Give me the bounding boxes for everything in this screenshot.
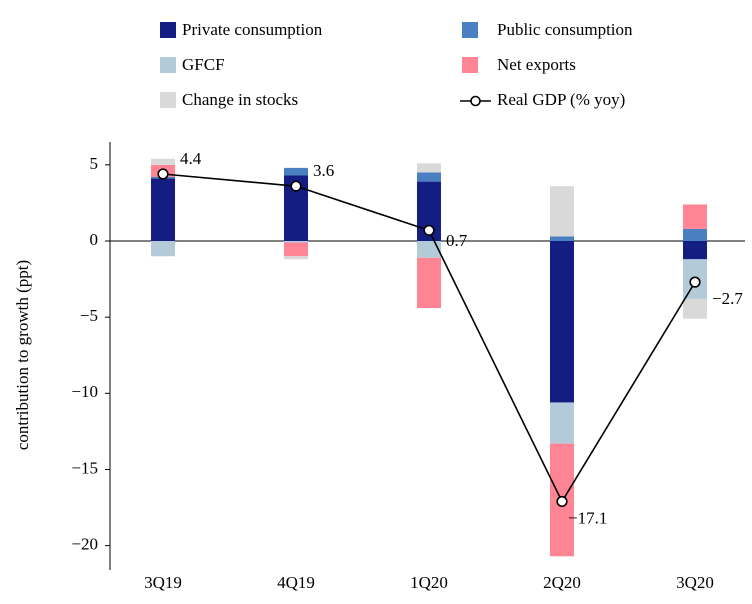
gdp-point <box>689 276 701 288</box>
data-label: −17.1 <box>568 508 607 527</box>
bar-segment <box>417 241 441 258</box>
data-label: −2.7 <box>712 289 743 308</box>
y-tick-label: −10 <box>71 382 98 401</box>
legend-label: Net exports <box>497 55 576 74</box>
bar-segment <box>550 186 574 237</box>
gdp-point <box>423 224 435 236</box>
y-tick-label: 0 <box>90 230 99 249</box>
bar-segment <box>151 178 175 242</box>
y-tick-label: −20 <box>71 535 98 554</box>
bar-segment <box>284 167 308 176</box>
bar-segment <box>151 158 175 165</box>
bar-segment <box>284 256 308 260</box>
bar-segment <box>284 242 308 257</box>
legend-swatch <box>462 22 478 38</box>
data-label: 0.7 <box>446 231 468 250</box>
data-label: 4.4 <box>180 149 202 168</box>
y-tick-label: −5 <box>80 306 98 325</box>
bar-segment <box>550 241 574 403</box>
bar-segment <box>550 236 574 242</box>
legend-label: GFCF <box>182 55 225 74</box>
bar-segment <box>683 241 707 260</box>
y-tick-label: 5 <box>90 154 99 173</box>
x-tick-label: 1Q20 <box>410 573 448 592</box>
legend-swatch <box>160 22 176 38</box>
legend-swatch <box>462 57 478 73</box>
bar-segment <box>683 298 707 319</box>
gdp-point <box>290 180 302 192</box>
bar-segment <box>550 402 574 444</box>
bar-segment <box>417 172 441 182</box>
y-axis-label: contribution to growth (ppt) <box>13 260 32 450</box>
y-tick-label: −15 <box>71 458 98 477</box>
x-tick-label: 2Q20 <box>543 573 581 592</box>
data-label: 3.6 <box>313 161 334 180</box>
legend-label: Public consumption <box>497 20 633 39</box>
x-tick-label: 4Q19 <box>277 573 315 592</box>
legend-swatch <box>160 92 176 108</box>
x-tick-label: 3Q19 <box>144 573 182 592</box>
bar-segment <box>417 163 441 173</box>
x-tick-label: 3Q20 <box>676 573 714 592</box>
gdp-point <box>157 168 169 180</box>
legend-swatch <box>160 57 176 73</box>
gdp-point <box>556 495 568 508</box>
bar-segment <box>683 228 707 242</box>
bar-segment <box>284 241 308 243</box>
legend-label: Private consumption <box>182 20 323 39</box>
legend-marker <box>470 95 481 107</box>
bar-segment <box>683 204 707 229</box>
bar-segment <box>417 257 441 309</box>
bar-segment <box>151 241 175 257</box>
legend-label: Change in stocks <box>182 90 298 109</box>
legend-label: Real GDP (% yoy) <box>497 90 625 109</box>
